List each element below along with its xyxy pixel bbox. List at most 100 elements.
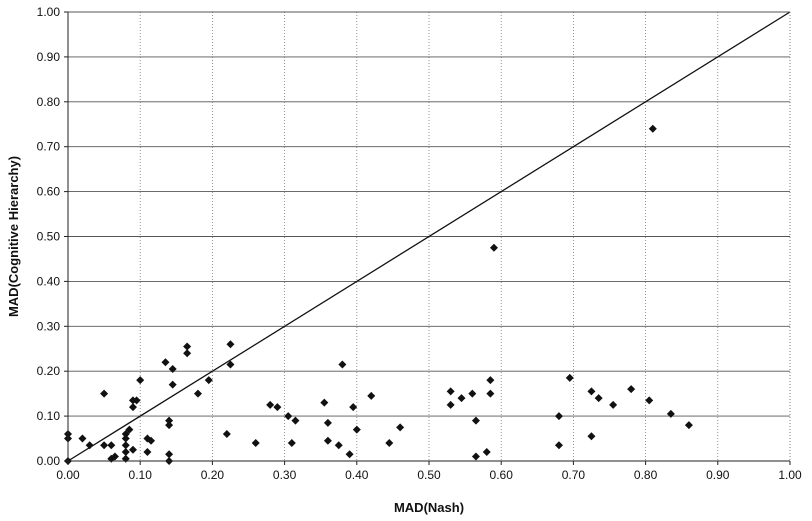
data-point xyxy=(128,445,137,454)
data-point xyxy=(471,416,480,425)
x-tick-label: 0.10 xyxy=(129,468,153,482)
y-tick-label: 1.00 xyxy=(37,5,61,19)
y-tick-label: 0.30 xyxy=(37,319,61,333)
data-point xyxy=(565,373,574,382)
data-point xyxy=(385,439,394,448)
data-point xyxy=(486,389,495,398)
x-tick-label: 0.80 xyxy=(634,468,658,482)
reference-line xyxy=(67,11,791,462)
data-point xyxy=(161,358,170,367)
data-point xyxy=(554,441,563,450)
data-point xyxy=(100,389,109,398)
data-point xyxy=(266,400,275,409)
x-tick-labels: 0.00 0.10 0.20 0.30 0.40 0.50 0.60 0.70 0.80 0.90… xyxy=(56,461,802,482)
data-point xyxy=(78,434,87,443)
y-tick-label: 0.70 xyxy=(37,140,61,154)
data-point xyxy=(291,416,300,425)
data-point xyxy=(648,124,657,133)
data-point xyxy=(100,441,109,450)
y-tick-label: 0.50 xyxy=(37,230,61,244)
y-tick-label: 0.40 xyxy=(37,274,61,288)
data-point xyxy=(323,418,332,427)
data-point xyxy=(107,441,116,450)
data-point xyxy=(132,396,141,405)
x-tick-label: 0.90 xyxy=(706,468,730,482)
reference-line-group xyxy=(67,11,791,462)
data-point xyxy=(446,387,455,396)
y-tick-label: 0.60 xyxy=(37,185,61,199)
data-point xyxy=(396,423,405,432)
data-point xyxy=(486,376,495,385)
data-point xyxy=(587,387,596,396)
data-point xyxy=(367,391,376,400)
data-point xyxy=(168,380,177,389)
data-point xyxy=(121,448,130,457)
data-point xyxy=(121,434,130,443)
data-point xyxy=(446,400,455,409)
data-point xyxy=(110,452,119,461)
x-tick-label: 0.60 xyxy=(490,468,514,482)
data-point xyxy=(121,441,130,450)
data-point xyxy=(345,450,354,459)
data-point xyxy=(284,412,293,421)
data-point xyxy=(128,403,137,412)
data-point xyxy=(349,403,358,412)
y-tick-label: 0.10 xyxy=(37,409,61,423)
data-point xyxy=(222,430,231,439)
data-point xyxy=(165,450,174,459)
data-point xyxy=(183,349,192,358)
data-point xyxy=(334,441,343,450)
data-point xyxy=(121,454,130,463)
data-point xyxy=(627,385,636,394)
data-point xyxy=(226,360,235,369)
x-tick-label: 0.70 xyxy=(562,468,586,482)
y-tick-label: 0.80 xyxy=(37,95,61,109)
y-tick-label: 0.20 xyxy=(37,364,61,378)
data-point xyxy=(457,394,466,403)
data-point xyxy=(136,376,145,385)
data-point xyxy=(183,342,192,351)
data-point xyxy=(251,439,260,448)
data-point xyxy=(165,416,174,425)
x-tick-label: 0.00 xyxy=(56,468,80,482)
data-point xyxy=(352,425,361,434)
data-point xyxy=(287,439,296,448)
data-point xyxy=(609,400,618,409)
x-tick-label: 0.50 xyxy=(417,468,441,482)
x-tick-label: 0.20 xyxy=(201,468,225,482)
y-axis-title: MAD(Cognitive Hierarchy) xyxy=(6,156,21,317)
data-points xyxy=(64,124,693,465)
y-tick-label: 0.90 xyxy=(37,50,61,64)
data-point xyxy=(489,243,498,252)
data-point xyxy=(338,360,347,369)
data-point xyxy=(85,441,94,450)
y-tick-label: 0.00 xyxy=(37,454,61,468)
data-point xyxy=(554,412,563,421)
data-point xyxy=(204,376,213,385)
data-point xyxy=(273,403,282,412)
x-tick-label: 0.40 xyxy=(345,468,369,482)
data-point xyxy=(645,396,654,405)
data-point xyxy=(320,398,329,407)
data-point xyxy=(165,421,174,430)
data-point xyxy=(468,389,477,398)
data-point xyxy=(666,409,675,418)
data-point xyxy=(168,364,177,373)
data-point xyxy=(482,448,491,457)
data-point xyxy=(143,448,152,457)
x-tick-label: 1.00 xyxy=(778,468,802,482)
data-point xyxy=(121,430,130,439)
data-point xyxy=(226,340,235,349)
data-point xyxy=(323,436,332,445)
data-point xyxy=(193,389,202,398)
data-point xyxy=(594,394,603,403)
data-point xyxy=(147,436,156,445)
data-point xyxy=(471,452,480,461)
data-point xyxy=(587,432,596,441)
data-point xyxy=(684,421,693,430)
x-tick-label: 0.30 xyxy=(273,468,297,482)
y-tick-labels: 0.00 0.10 0.20 0.30 0.40 0.50 0.60 0.70 0.80 0.90… xyxy=(37,5,68,468)
x-axis-title: MAD(Nash) xyxy=(394,500,464,515)
data-point xyxy=(125,425,134,434)
